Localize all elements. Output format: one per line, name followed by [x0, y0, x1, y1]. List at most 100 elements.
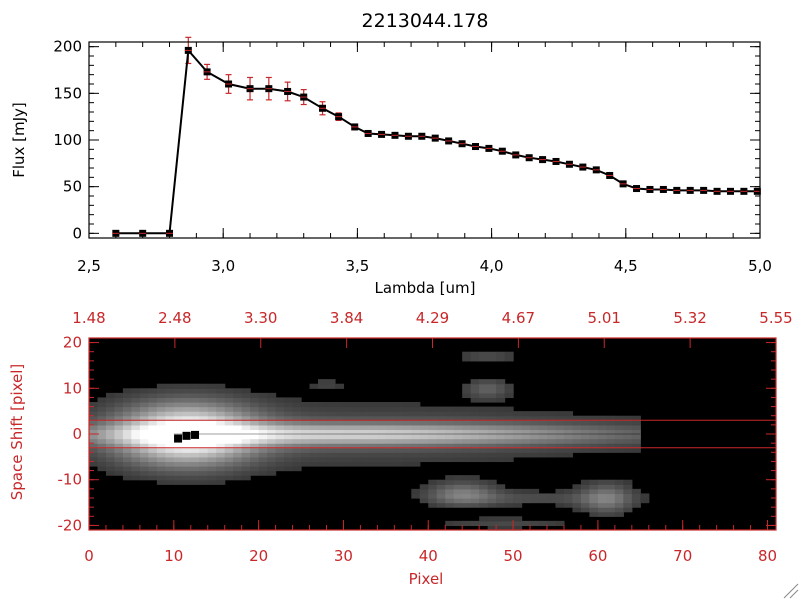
- heatmap-cell: [182, 470, 192, 476]
- heatmap-cell: [122, 452, 133, 458]
- heatmap-cell: [190, 461, 200, 467]
- heatmap-cell: [182, 402, 192, 408]
- heatmap-cell: [258, 415, 268, 421]
- heatmap-cell: [572, 429, 582, 435]
- heatmap-cell: [462, 351, 472, 357]
- heatmap-cell: [233, 461, 243, 467]
- heatmap-cell: [462, 424, 472, 431]
- heatmap-cell: [190, 466, 200, 472]
- heatmap-cell: [148, 429, 158, 435]
- heatmap-cell: [165, 406, 175, 412]
- heatmap-cell: [105, 443, 116, 449]
- heatmap-cell: [470, 447, 480, 453]
- heatmap-cell: [250, 456, 260, 463]
- heatmap-cell: [148, 475, 158, 481]
- heatmap-cell: [521, 488, 531, 495]
- heatmap-cell: [182, 466, 192, 472]
- heatmap-cell: [385, 447, 395, 453]
- heatmap-cell: [597, 484, 607, 490]
- heatmap-cell: [326, 424, 336, 431]
- heatmap-cell: [334, 402, 345, 408]
- heatmap-cell: [233, 388, 243, 394]
- heatmap-cell: [224, 443, 234, 449]
- heatmap-cell: [504, 424, 514, 431]
- heatmap-cell: [623, 420, 633, 426]
- heatmap-cell: [97, 461, 107, 467]
- heatmap-cell: [351, 438, 362, 444]
- heatmap-cell: [105, 461, 116, 467]
- heatmap-cell: [580, 507, 591, 513]
- heatmap-cell: [292, 447, 302, 453]
- heatmap-cell: [165, 420, 175, 426]
- heatmap-cell: [513, 438, 523, 444]
- heatmap-cell: [343, 456, 353, 463]
- heatmap-cell: [513, 434, 523, 440]
- heatmap-cell: [487, 415, 497, 421]
- heatmap-cell: [334, 424, 345, 431]
- heatmap-cell: [631, 438, 641, 444]
- heatmap-cell: [547, 520, 557, 527]
- heatmap-cell: [368, 434, 378, 440]
- heatmap-cell: [114, 461, 124, 467]
- heatmap-cell: [122, 429, 133, 435]
- heatmap-cell: [122, 470, 133, 476]
- spectrum-axes: [88, 42, 761, 238]
- heatmap-cell: [470, 392, 480, 399]
- heatmap-cell: [267, 443, 277, 449]
- heatmap-cell: [487, 525, 497, 531]
- heatmap-cell: [105, 438, 116, 444]
- heatmap-cell: [496, 411, 506, 417]
- heatmap-cell: [479, 456, 489, 463]
- heatmap-cell: [267, 466, 277, 472]
- heatmap-cell: [640, 498, 650, 504]
- heatmap-cell: [385, 434, 395, 440]
- heatmap-cell: [190, 411, 200, 417]
- image-top-tick-label: 5.01: [588, 309, 621, 327]
- heatmap-cell: [105, 420, 116, 426]
- heatmap-cell: [224, 392, 234, 399]
- heatmap-cell: [207, 479, 217, 485]
- resize-grip-icon[interactable]: [783, 583, 799, 599]
- heatmap-cell: [301, 443, 311, 449]
- heatmap-cell: [165, 424, 175, 431]
- heatmap-cell: [131, 420, 141, 426]
- heatmap-cell: [504, 415, 514, 421]
- heatmap-cell: [555, 452, 565, 458]
- heatmap-cell: [368, 447, 378, 453]
- heatmap-cell: [89, 402, 99, 408]
- heatmap-cell: [267, 415, 277, 421]
- heatmap-cell: [284, 443, 294, 449]
- heatmap-cell: [318, 411, 328, 417]
- heatmap-cell: [131, 402, 141, 408]
- heatmap-cell: [580, 438, 591, 444]
- heatmap-cell: [547, 415, 557, 421]
- heatmap-cell: [301, 429, 311, 435]
- heatmap-cell: [572, 507, 582, 513]
- heatmap-cell: [614, 438, 624, 444]
- heatmap-cell: [614, 493, 624, 499]
- heatmap-cell: [402, 447, 412, 453]
- heatmap-cell: [284, 402, 294, 408]
- image-y-tick-label: 20: [63, 334, 82, 352]
- heatmap-cell: [131, 438, 141, 444]
- heatmap-cell: [360, 424, 370, 431]
- heatmap-cell: [207, 466, 217, 472]
- heatmap-cell: [258, 392, 268, 399]
- heatmap-cell: [190, 443, 200, 449]
- heatmap-cell: [105, 447, 116, 453]
- heatmap-cell: [360, 452, 370, 458]
- heatmap-cell: [97, 447, 107, 453]
- heatmap-cell: [504, 383, 514, 389]
- heatmap-cell: [496, 397, 506, 403]
- heatmap-cell: [241, 434, 251, 440]
- heatmap-cell: [131, 447, 141, 453]
- heatmap-cell: [462, 356, 472, 362]
- heatmap-cell: [182, 475, 192, 481]
- image-y-axis-label: Space Shift [pixel]: [8, 364, 26, 501]
- heatmap-cell: [199, 475, 209, 481]
- heatmap-cell: [513, 420, 523, 426]
- heatmap-cell: [292, 411, 302, 417]
- heatmap-cell: [139, 470, 149, 476]
- image-y-tick-label: -20: [58, 516, 83, 534]
- heatmap-cell: [309, 424, 319, 431]
